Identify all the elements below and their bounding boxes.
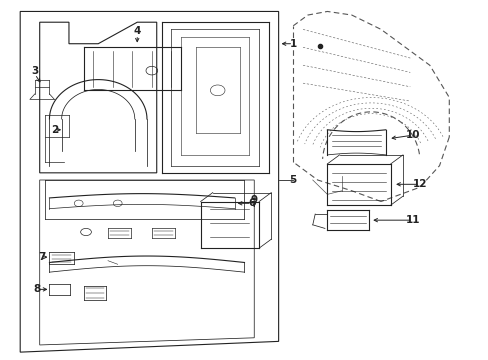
- Text: 8: 8: [34, 284, 41, 294]
- Text: 1: 1: [289, 39, 296, 49]
- Text: 10: 10: [405, 130, 419, 140]
- Text: 12: 12: [412, 179, 427, 189]
- Text: 4: 4: [133, 26, 141, 36]
- Text: 11: 11: [405, 215, 419, 225]
- Text: 2: 2: [51, 125, 58, 135]
- Text: 7: 7: [39, 252, 46, 262]
- Text: 6: 6: [248, 198, 255, 208]
- Text: 3: 3: [31, 66, 39, 76]
- Text: 9: 9: [250, 195, 257, 205]
- Text: 5: 5: [289, 175, 296, 185]
